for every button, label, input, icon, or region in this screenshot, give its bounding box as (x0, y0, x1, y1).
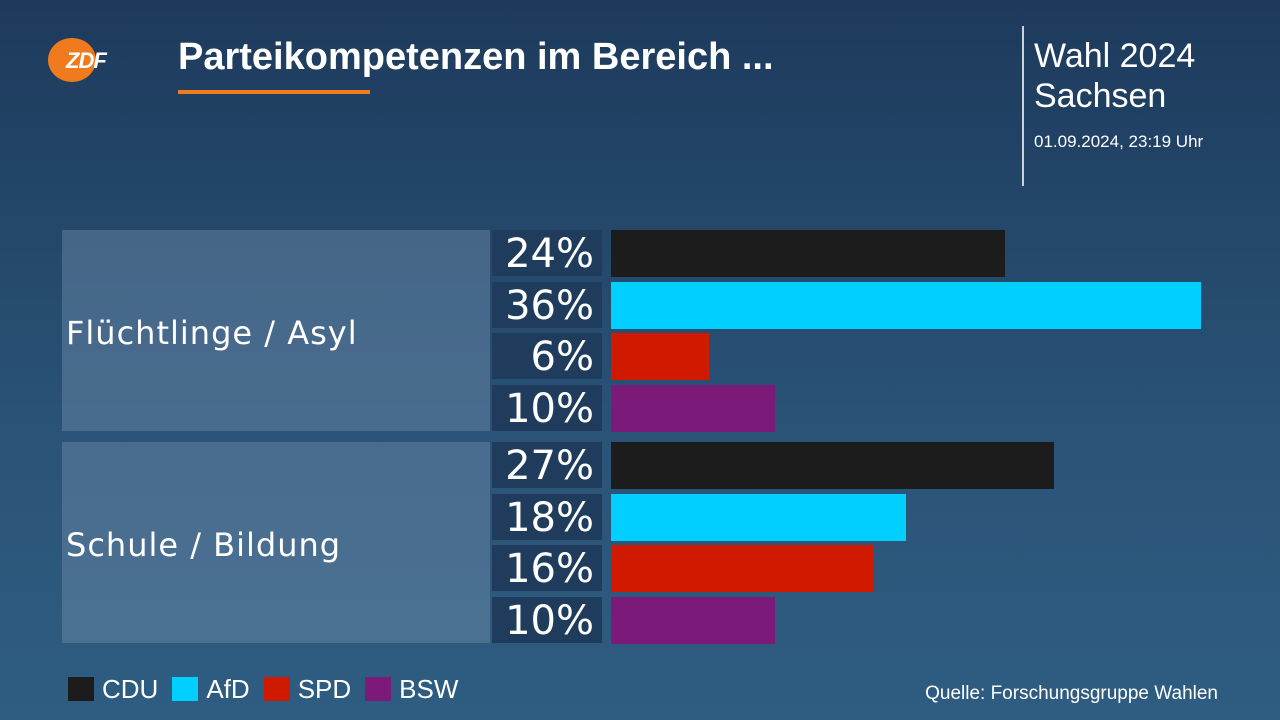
election-region: Sachsen (1034, 77, 1167, 115)
data-label: 16% (492, 545, 602, 592)
data-label: 36% (492, 282, 602, 329)
zdf-logo-text: ZDF (66, 48, 107, 73)
data-label: 27% (492, 442, 602, 489)
legend-label-cdu: CDU (102, 673, 159, 704)
zdf-logo (48, 38, 96, 82)
group-panel (62, 442, 490, 643)
bar-bsw (611, 385, 775, 432)
title-underline (178, 90, 370, 94)
category-label: Schule / Bildung (66, 526, 342, 564)
data-label: 24% (492, 230, 602, 277)
data-label: 10% (492, 385, 602, 432)
source-note: Quelle: Forschungsgruppe Wahlen (925, 683, 1218, 704)
bar-bsw (611, 597, 775, 644)
legend-label-afd: AfD (206, 673, 250, 704)
category-label: Flüchtlinge / Asyl (66, 314, 358, 352)
legend-swatch-bsw (365, 677, 392, 701)
bar-cdu (611, 230, 1005, 277)
election-info: Wahl 2024 Sachsen (1034, 36, 1195, 116)
legend: CDU AfD SPD BSW (68, 674, 472, 704)
bar-spd (611, 545, 873, 592)
legend-label-spd: SPD (297, 673, 352, 704)
legend-item-bsw: BSW (365, 674, 458, 705)
bar-spd (611, 333, 709, 380)
data-label: 18% (492, 494, 602, 541)
data-label: 6% (492, 333, 602, 380)
timestamp: 01.09.2024, 23:19 Uhr (1034, 132, 1204, 151)
bar-afd (611, 282, 1201, 329)
legend-item-cdu: CDU (68, 674, 158, 705)
chart-title: Parteikompetenzen im Bereich ... (178, 36, 774, 78)
election-name: Wahl 2024 (1034, 37, 1196, 75)
legend-item-afd: AfD (172, 673, 250, 705)
legend-swatch-afd (172, 677, 199, 701)
legend-label-bsw: BSW (399, 673, 459, 704)
group-panel (62, 230, 490, 431)
bar-cdu (611, 442, 1054, 489)
header-divider (1022, 26, 1024, 186)
bar-afd (611, 494, 906, 541)
legend-swatch-cdu (68, 677, 94, 701)
legend-item-spd: SPD (263, 673, 352, 705)
legend-swatch-spd (263, 677, 290, 701)
data-label: 10% (492, 597, 602, 644)
